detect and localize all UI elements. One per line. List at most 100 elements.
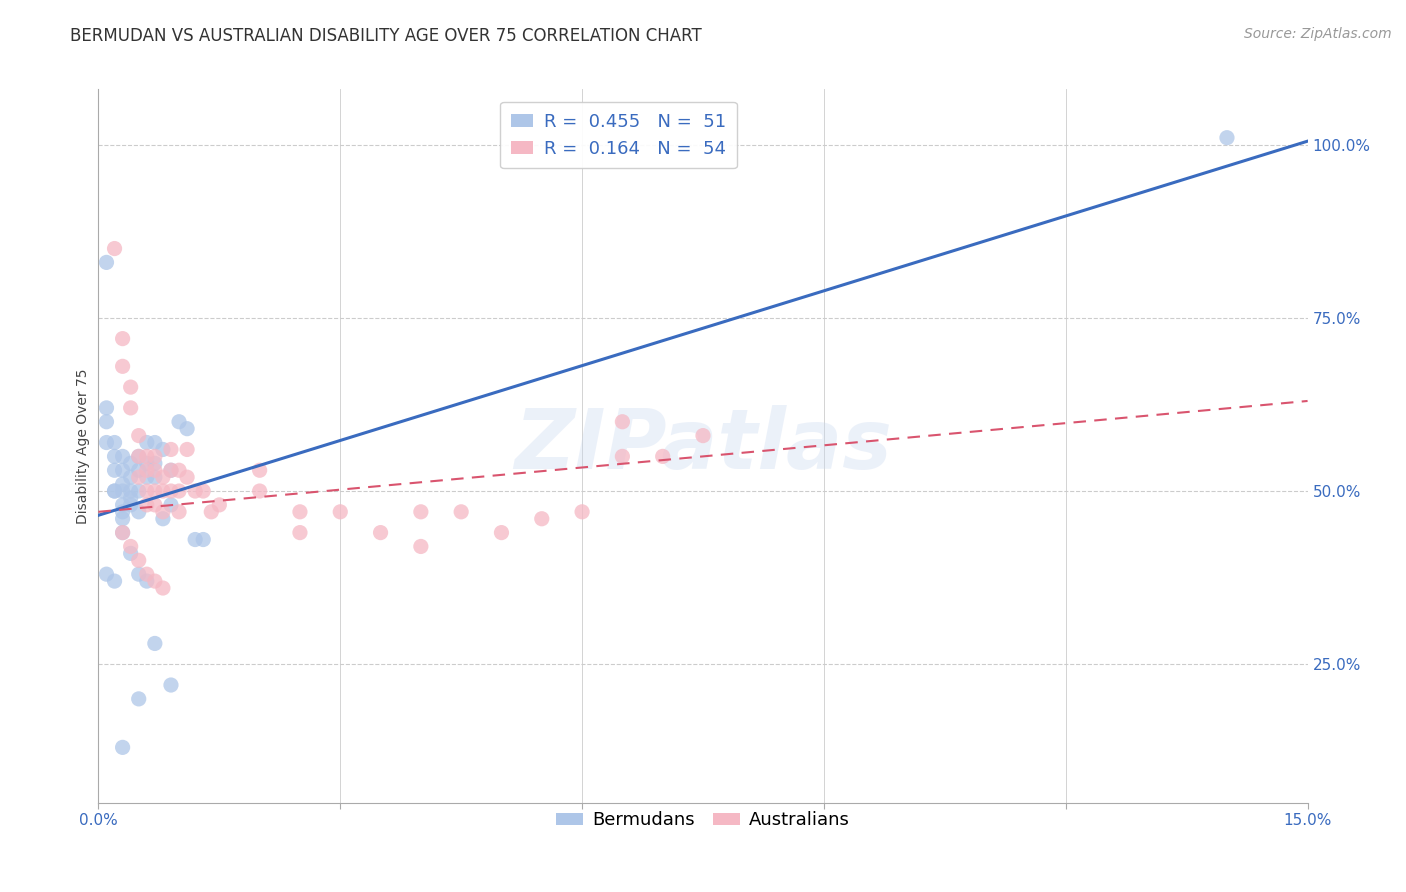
Point [128,691,150,706]
Point [128,470,150,484]
Point [128,428,150,442]
Point [329,505,352,519]
Point [1216,130,1239,145]
Point [120,483,142,498]
Point [135,498,157,512]
Point [143,498,166,512]
Point [111,359,134,374]
Point [288,505,311,519]
Text: ZIPatlas: ZIPatlas [515,406,891,486]
Point [184,483,207,498]
Point [530,512,553,526]
Point [651,450,673,464]
Point [612,415,634,429]
Text: BERMUDAN VS AUSTRALIAN DISABILITY AGE OVER 75 CORRELATION CHART: BERMUDAN VS AUSTRALIAN DISABILITY AGE OV… [70,27,702,45]
Point [143,450,166,464]
Point [111,477,134,491]
Point [103,574,125,588]
Legend: Bermudans, Australians: Bermudans, Australians [548,805,858,837]
Point [103,450,125,464]
Point [103,435,125,450]
Point [135,470,157,484]
Point [160,498,183,512]
Point [120,498,142,512]
Point [111,332,134,346]
Point [160,678,183,692]
Point [103,483,125,498]
Point [176,442,198,457]
Point [143,463,166,477]
Point [208,498,231,512]
Point [160,463,183,477]
Point [128,553,150,567]
Point [128,450,150,464]
Point [111,505,134,519]
Point [450,505,472,519]
Point [111,498,134,512]
Point [143,574,166,588]
Point [135,450,157,464]
Point [120,546,142,560]
Point [193,533,215,547]
Point [96,401,118,415]
Point [135,463,157,477]
Point [128,463,150,477]
Point [135,435,157,450]
Point [120,380,142,394]
Point [160,442,183,457]
Point [409,540,432,554]
Point [96,415,118,429]
Point [128,450,150,464]
Point [111,483,134,498]
Point [96,567,118,582]
Point [193,483,215,498]
Point [571,505,593,519]
Point [143,470,166,484]
Point [143,456,166,470]
Point [135,574,157,588]
Point [111,463,134,477]
Point [120,491,142,505]
Point [160,463,183,477]
Point [370,525,392,540]
Point [249,463,271,477]
Point [143,435,166,450]
Text: Source: ZipAtlas.com: Source: ZipAtlas.com [1244,27,1392,41]
Point [111,740,134,755]
Point [167,415,190,429]
Point [111,512,134,526]
Point [111,450,134,464]
Point [120,470,142,484]
Point [103,483,125,498]
Point [249,483,271,498]
Point [135,456,157,470]
Point [160,483,183,498]
Point [167,463,190,477]
Point [128,567,150,582]
Point [96,435,118,450]
Point [152,442,174,457]
Point [167,505,190,519]
Point [135,483,157,498]
Point [152,581,174,595]
Point [111,525,134,540]
Point [176,422,198,436]
Point [200,505,222,519]
Point [612,450,634,464]
Point [111,525,134,540]
Point [120,401,142,415]
Point [184,533,207,547]
Point [128,505,150,519]
Point [167,483,190,498]
Point [491,525,513,540]
Point [120,456,142,470]
Point [135,567,157,582]
Point [103,463,125,477]
Point [143,636,166,650]
Point [152,512,174,526]
Point [128,483,150,498]
Point [96,255,118,269]
Point [176,470,198,484]
Point [409,505,432,519]
Point [692,428,714,442]
